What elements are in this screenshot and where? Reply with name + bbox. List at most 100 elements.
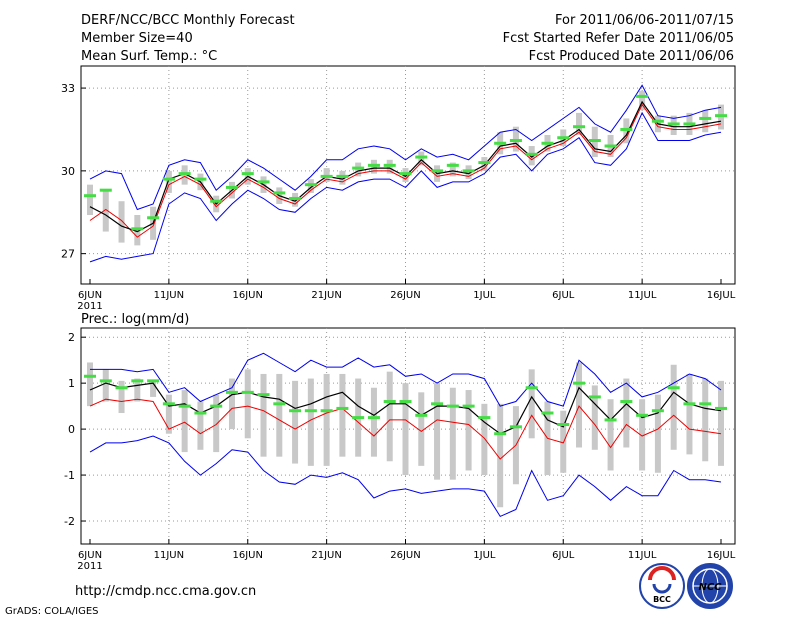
prec-ytick-label: 1 xyxy=(68,377,75,390)
variable-label: Mean Surf. Temp.: °C xyxy=(81,49,217,64)
prec-xtick-label: 11JUL xyxy=(628,550,657,561)
prec-observed-mark xyxy=(620,400,633,404)
prec-observed-mark xyxy=(162,402,175,406)
temp-observed-mark xyxy=(210,199,223,203)
prec-spread-box xyxy=(528,369,535,439)
prec-observed-mark xyxy=(494,432,507,436)
temp-observed-mark xyxy=(446,163,459,167)
prec-spread-box xyxy=(497,403,504,508)
temp-xtick-label: 1JUL xyxy=(473,290,496,301)
temp-xtick-label: 26JUN xyxy=(390,290,420,301)
prec-observed-mark xyxy=(194,411,207,415)
temp-observed-mark xyxy=(194,177,207,181)
prec-ytick-label: -2 xyxy=(64,515,75,528)
prec-observed-mark xyxy=(241,390,254,394)
prec-spread-box xyxy=(465,390,472,471)
prec-spread-box xyxy=(244,369,251,439)
prec-observed-mark xyxy=(478,416,491,420)
temp-ytick-label: 27 xyxy=(61,248,75,261)
temp-observed-mark xyxy=(399,172,412,176)
temp-year-label: 2011 xyxy=(77,301,102,312)
prec-year-label: 2011 xyxy=(77,561,102,572)
forecast-period: For 2011/06/06-2011/07/15 xyxy=(555,13,734,28)
prec-spread-box xyxy=(181,390,188,453)
prec-ytick-label: -1 xyxy=(64,469,75,482)
prec-spread-box xyxy=(260,373,267,457)
temp-observed-mark xyxy=(462,169,475,173)
temp-observed-mark xyxy=(225,185,238,189)
prec-ensemble-line xyxy=(89,398,722,460)
prec-spread-box xyxy=(591,385,598,450)
bcc-logo-text: BCC xyxy=(653,595,671,604)
prec-observed-mark xyxy=(273,402,286,406)
prec-observed-mark xyxy=(147,379,160,383)
temp-spread-box xyxy=(165,170,172,193)
temp-observed-mark xyxy=(84,194,96,198)
prec-observed-mark xyxy=(99,379,112,383)
temp-observed-mark xyxy=(667,122,680,126)
temp-ytick-label: 30 xyxy=(61,165,75,178)
precip-panel-title: Prec.: log(mm/d) xyxy=(81,312,189,327)
prec-observed-mark xyxy=(131,379,144,383)
temp-observed-mark xyxy=(588,139,601,143)
prec-observed-mark xyxy=(462,404,475,408)
prec-observed-mark xyxy=(683,402,696,406)
prec-spread-box xyxy=(686,373,693,455)
source-url[interactable]: http://cmdp.ncc.cma.gov.cn xyxy=(75,584,256,599)
temp-ensemble-line xyxy=(89,103,722,238)
prec-ytick-label: 2 xyxy=(68,331,75,344)
temp-observed-mark xyxy=(241,172,254,176)
refer-date: Fcst Started Refer Date 2011/06/05 xyxy=(503,31,734,46)
produced-date: Fcst Produced Date 2011/06/06 xyxy=(529,49,734,64)
prec-observed-mark xyxy=(651,409,664,413)
temp-observed-mark xyxy=(557,136,570,140)
temp-observed-mark xyxy=(99,188,112,192)
prec-observed-mark xyxy=(115,386,128,390)
prec-xtick-label: 16JUL xyxy=(707,550,736,561)
prec-xtick-label: 1JUL xyxy=(473,550,496,561)
prec-spread-box xyxy=(434,383,441,480)
temp-observed-mark xyxy=(367,163,380,167)
temp-observed-mark xyxy=(162,177,175,181)
chart-title: DERF/NCC/BCC Monthly Forecast xyxy=(81,13,295,28)
precipitation-panel: 6JUN 11JUN 16JUN 21JUN 26JUN 1JUL 6JUL 11JUL 16J… xyxy=(64,327,736,572)
temp-observed-mark xyxy=(509,139,522,143)
prec-spread-box xyxy=(654,394,661,473)
prec-spread-box xyxy=(639,399,646,471)
temp-observed-mark xyxy=(415,155,428,159)
temp-spread-box xyxy=(449,162,456,177)
temp-observed-mark xyxy=(541,141,554,145)
prec-observed-mark xyxy=(509,425,522,429)
temp-observed-mark xyxy=(131,227,144,231)
prec-observed-mark xyxy=(383,400,396,404)
temp-xtick-label: 16JUL xyxy=(707,290,736,301)
prec-observed-mark xyxy=(446,404,459,408)
prec-spread-box xyxy=(623,378,630,448)
prec-spread-box xyxy=(402,383,409,476)
prec-spread-box xyxy=(292,380,299,464)
prec-spread-box xyxy=(418,392,425,466)
prec-spread-box xyxy=(481,403,488,476)
prec-spread-box xyxy=(323,373,330,466)
prec-spread-box xyxy=(576,362,583,448)
prec-spread-box xyxy=(607,399,614,471)
temp-xtick-label: 6JUN xyxy=(78,290,102,301)
prec-max-line xyxy=(90,352,722,407)
prec-observed-mark xyxy=(257,393,270,397)
prec-xtick-label: 16JUN xyxy=(233,550,263,561)
prec-spread-box xyxy=(165,394,172,434)
prec-observed-mark xyxy=(667,386,680,390)
prec-spread-box xyxy=(87,362,93,407)
prec-spread-box xyxy=(449,387,456,480)
temp-spread-box xyxy=(102,190,109,232)
temp-xtick-label: 16JUN xyxy=(233,290,263,301)
prec-observed-mark xyxy=(304,409,317,413)
temperature-panel: 6JUN 11JUN 16JUN 21JUN 26JUN 1JUL 6JUL 11JUL 16J… xyxy=(61,65,736,312)
prec-spread-box xyxy=(370,387,377,457)
prec-spread-box xyxy=(228,378,235,430)
prec-observed-mark xyxy=(289,409,302,413)
prec-observed-mark xyxy=(210,404,223,408)
prec-spread-box xyxy=(702,378,709,462)
prec-spread-box xyxy=(118,380,125,414)
